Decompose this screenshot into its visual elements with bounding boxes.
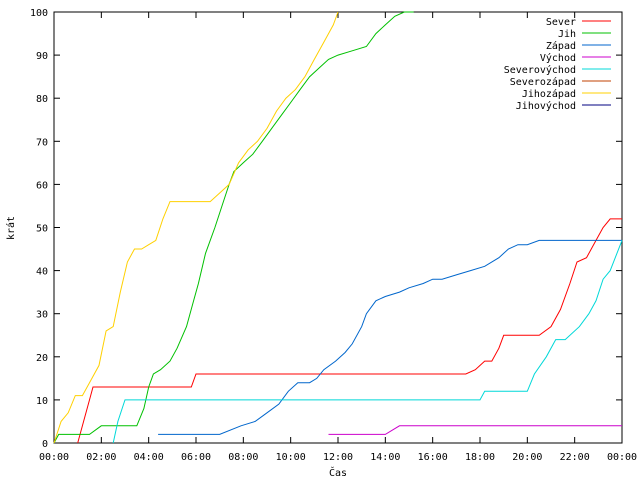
series-line	[77, 218, 622, 444]
legend-label: Jih	[558, 29, 576, 40]
y-tick-label: 100	[30, 8, 48, 19]
legend-label: Severovýchod	[504, 64, 576, 76]
series-lines	[53, 11, 623, 444]
y-axis-label: krát	[5, 216, 17, 240]
y-tick-label: 60	[36, 180, 48, 191]
series-line	[158, 239, 622, 435]
y-tick-label: 0	[42, 439, 48, 450]
x-axis: 00:00 02:00 04:00 06:00 08:00 10:00 12:00 14:00…	[39, 12, 637, 463]
series-line	[328, 425, 622, 435]
x-tick-label: 16:00	[418, 452, 448, 463]
y-tick-label: 40	[36, 267, 48, 278]
x-axis-label: Čas	[329, 466, 347, 479]
x-tick-label: 14:00	[370, 452, 400, 463]
x-tick-label: 00:00	[607, 452, 637, 463]
x-tick-label: 04:00	[134, 452, 164, 463]
y-tick-label: 30	[36, 310, 48, 321]
x-tick-label: 22:00	[560, 452, 590, 463]
x-tick-label: 02:00	[86, 452, 116, 463]
x-tick-label: 10:00	[276, 452, 306, 463]
y-tick-label: 20	[36, 353, 48, 364]
x-tick-label: 00:00	[39, 452, 69, 463]
y-tick-label: 80	[36, 94, 48, 105]
legend-label: Sever	[546, 17, 576, 28]
y-tick-label: 50	[36, 224, 48, 235]
x-tick-label: 20:00	[512, 452, 542, 463]
y-axis: 0 10 20 30 40 50 60 70 80 90 100	[30, 8, 622, 450]
x-tick-label: 12:00	[323, 452, 353, 463]
legend-label: Severozápad	[510, 76, 576, 88]
series-line	[112, 240, 623, 444]
x-tick-label: 18:00	[465, 452, 495, 463]
legend-label: Jihozápad	[522, 88, 576, 100]
legend-label: Východ	[540, 52, 576, 64]
y-tick-label: 70	[36, 137, 48, 148]
legend-label: Západ	[546, 40, 576, 52]
series-line	[53, 11, 414, 444]
x-tick-label: 08:00	[228, 452, 258, 463]
x-tick-label: 06:00	[181, 452, 211, 463]
legend: SeverJihZápadVýchodSeverovýchodSeverozáp…	[504, 17, 611, 112]
series-line	[53, 11, 339, 444]
y-tick-label: 90	[36, 51, 48, 62]
legend-label: Jihovýchod	[516, 100, 576, 112]
y-tick-label: 10	[36, 396, 48, 407]
